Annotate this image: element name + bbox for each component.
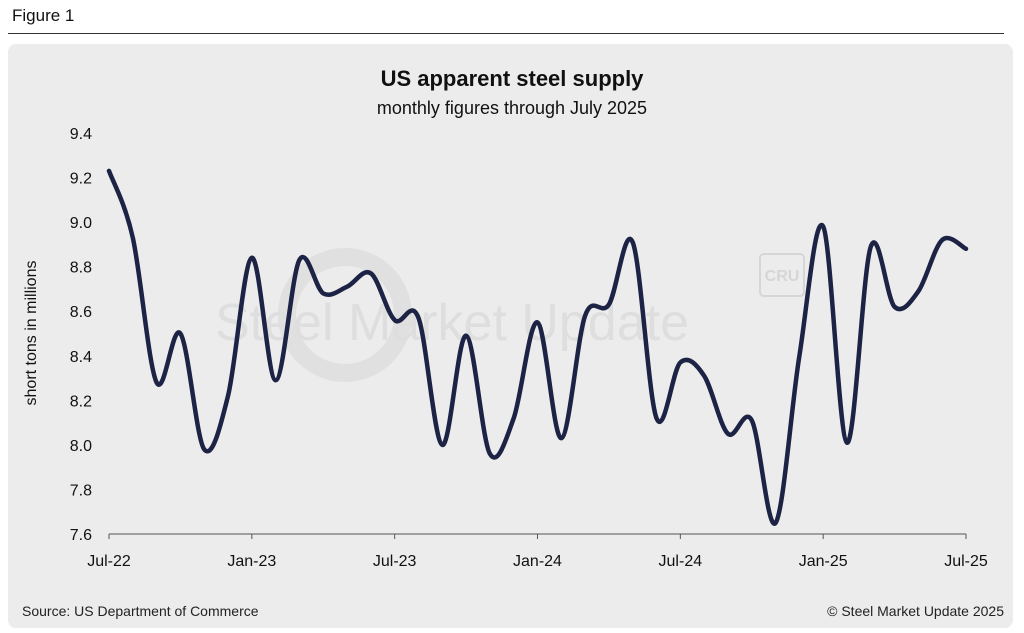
y-tick-label: 8.2 — [70, 393, 92, 410]
x-tick-label: Jul-24 — [659, 553, 703, 570]
copyright-note: © Steel Market Update 2025 — [827, 603, 1004, 619]
x-tick-label: Jul-23 — [373, 553, 417, 570]
y-axis-label: short tons in millions — [23, 261, 40, 406]
y-tick-label: 8.4 — [70, 349, 92, 366]
x-tick-label: Jul-22 — [87, 553, 131, 570]
x-tick-label: Jul-25 — [944, 553, 988, 570]
y-tick-label: 7.6 — [70, 527, 92, 544]
y-ticks: 7.6 7.8 8.0 8.2 8.4 8.6 8.8 9.0 9.2 9.4 — [70, 126, 92, 544]
chart-subtitle: monthly figures through July 2025 — [376, 98, 648, 118]
y-tick-label: 9.4 — [70, 126, 92, 143]
watermark-badge-text: CRU — [765, 268, 800, 285]
y-tick-label: 7.8 — [70, 482, 92, 499]
y-tick-label: 9.2 — [70, 171, 92, 188]
watermark-badge-icon — [759, 253, 805, 297]
y-tick-label: 8.8 — [70, 260, 92, 277]
figure-divider — [8, 33, 1004, 34]
figure-label: Figure 1 — [12, 6, 75, 25]
chart-title: US apparent steel supply — [380, 66, 644, 91]
y-tick-label: 8.0 — [70, 438, 92, 455]
x-tick-label: Jan-25 — [799, 553, 848, 570]
x-tick-label: Jan-23 — [227, 553, 276, 570]
x-ticks: Jul-22 Jan-23 Jul-23 Jan-24 Jul-24 Jan-25 Jul-… — [87, 534, 988, 570]
y-tick-label: 8.6 — [70, 304, 92, 321]
y-tick-label: 9.0 — [70, 215, 92, 232]
series-line — [106, 168, 969, 526]
x-tick-label: Jan-24 — [513, 553, 562, 570]
source-note: Source: US Department of Commerce — [22, 603, 259, 619]
watermark: Steel Market Update CRU — [215, 248, 805, 382]
